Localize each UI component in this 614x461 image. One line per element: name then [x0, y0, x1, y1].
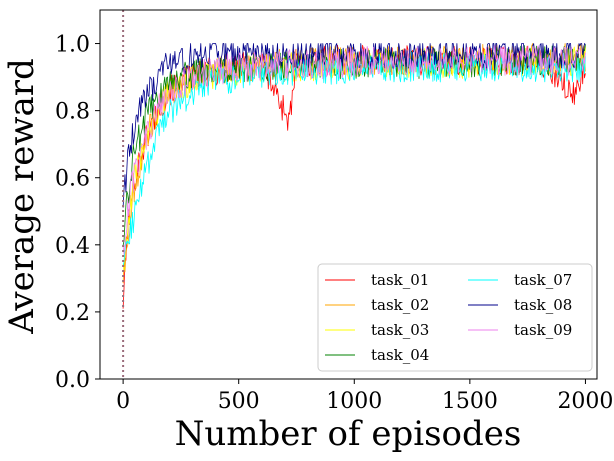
y-axis-title: Average reward — [2, 58, 42, 335]
legend-label-task_01: task_01 — [371, 271, 429, 289]
x-tick-label: 1500 — [442, 389, 498, 414]
y-tick-label: 0.2 — [55, 301, 90, 326]
y-axis-ticks: 0.0 0.2 0.4 0.6 0.8 1.0 — [55, 33, 100, 393]
y-tick-label: 0.6 — [55, 167, 90, 192]
legend-label-task_07: task_07 — [514, 271, 572, 289]
series-line-task_08 — [122, 43, 586, 208]
x-tick-label: 500 — [218, 389, 260, 414]
series-layer — [122, 43, 586, 309]
legend-label-task_03: task_03 — [371, 321, 429, 339]
x-axis-ticks: 0 500 1000 1500 2000 — [116, 379, 613, 414]
y-tick-label: 0.4 — [55, 234, 90, 259]
legend-label-task_08: task_08 — [514, 296, 572, 314]
y-tick-label: 1.0 — [55, 33, 90, 58]
legend-box — [317, 263, 593, 372]
x-tick-label: 0 — [116, 389, 130, 414]
x-tick-label: 2000 — [557, 389, 613, 414]
plot-frame — [99, 9, 598, 380]
x-axis-title: Number of episodes — [175, 414, 522, 454]
y-tick-label: 0.8 — [55, 100, 90, 125]
y-tick-label: 0.0 — [55, 368, 90, 393]
legend-label-task_04: task_04 — [371, 346, 429, 364]
series-line-task_09 — [122, 45, 586, 255]
legend: task_01 task_02 task_03 task_04 task_07 task_… — [317, 263, 593, 372]
legend-label-task_02: task_02 — [371, 296, 429, 314]
x-tick-label: 1000 — [326, 389, 382, 414]
legend-label-task_09: task_09 — [514, 321, 572, 339]
